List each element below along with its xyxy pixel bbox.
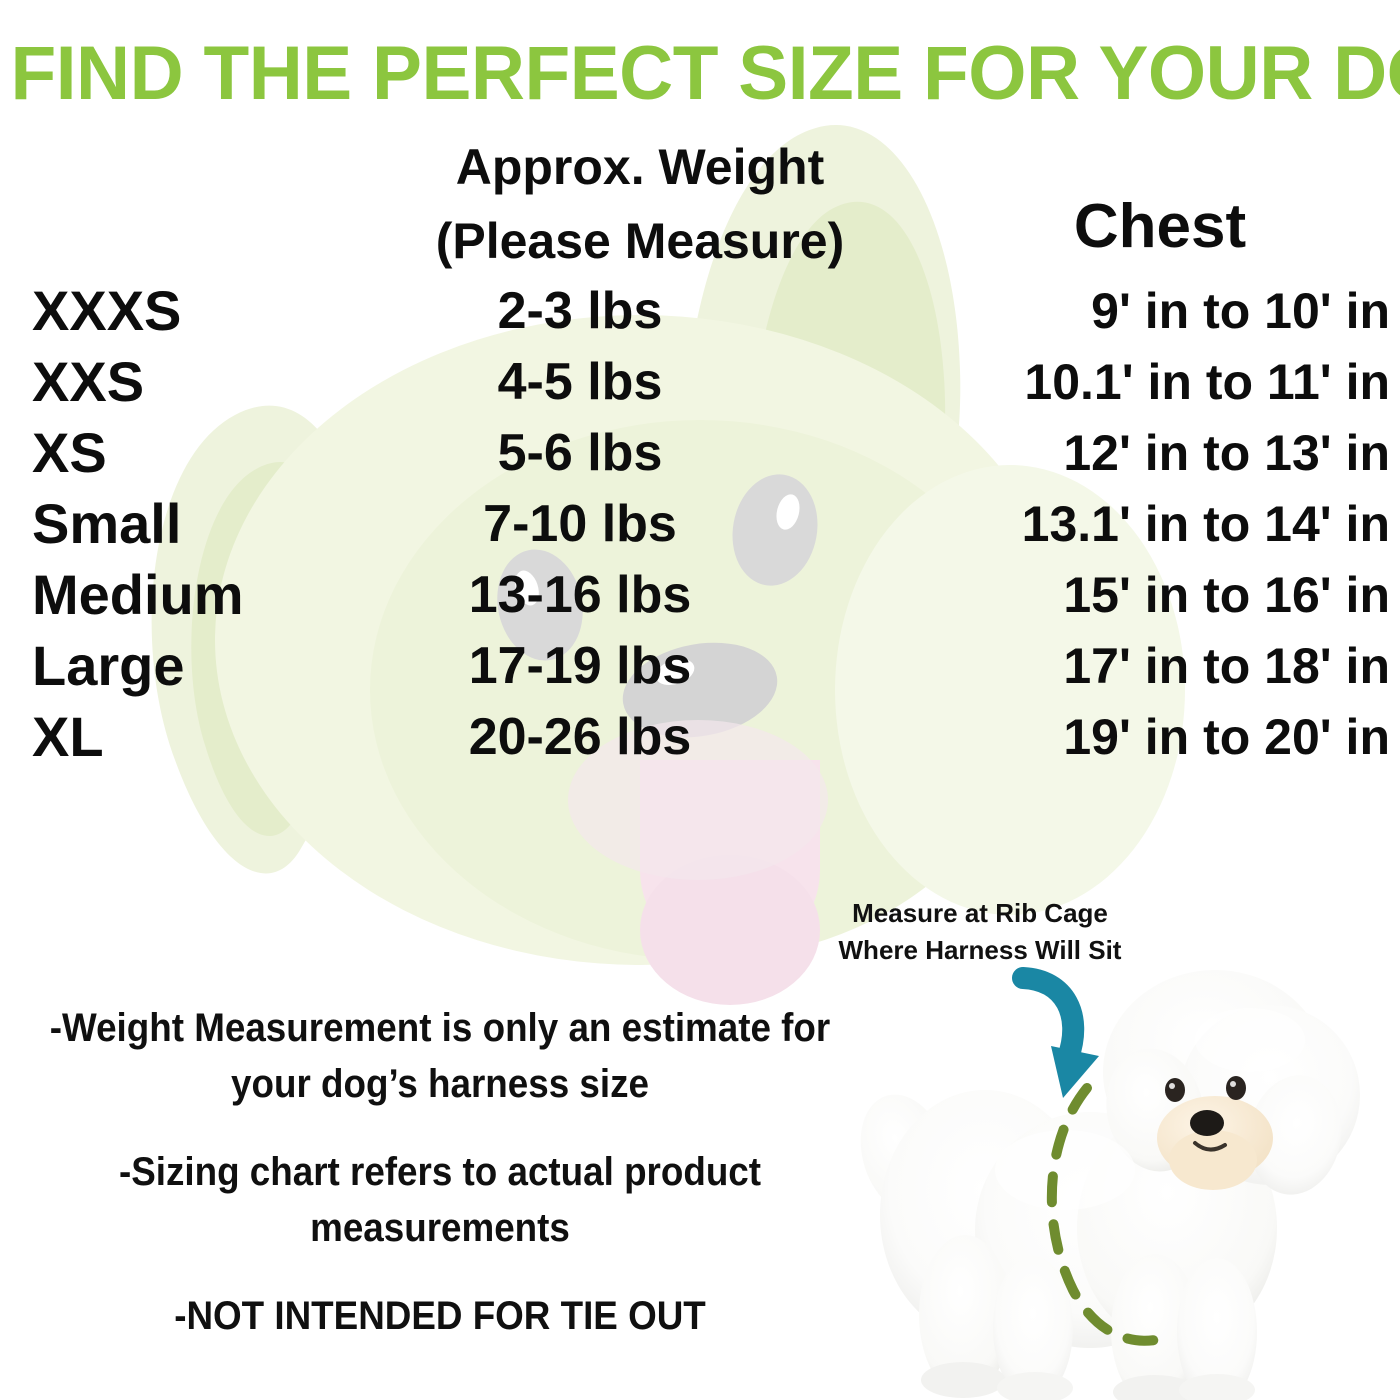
cell-size: XS [32,421,107,484]
measure-instruction-line1: Measure at Rib Cage [852,898,1108,928]
table-row: Medium 13-16 lbs 15' in to 16' in [0,560,1400,631]
dashed-chest-measure-loop [1046,1083,1160,1346]
note-tie-out: -NOT INTENDED FOR TIE OUT [174,1294,706,1338]
cell-size: Large [32,634,185,697]
column-header-weight-line2: (Please Measure) [435,213,845,269]
page-title: FIND THE PERFECT SIZE FOR YOUR DOG [10,31,1400,116]
cell-weight: 7-10 lbs [483,495,677,553]
note-sizing-chart: -Sizing chart refers to actual product m… [118,1150,762,1250]
cell-weight: 2-3 lbs [497,282,663,340]
cell-weight: 20-26 lbs [468,708,692,766]
dog-body [860,970,1360,1400]
cell-size: XXXS [32,279,182,342]
measure-instruction: Measure at Rib Cage Where Harness Will S… [760,895,1200,969]
cell-size: Medium [32,563,244,626]
cell-chest: 17' in to 18' in [1063,638,1390,694]
cell-chest: 12' in to 13' in [1063,425,1390,481]
column-header-chest: Chest [1073,192,1247,261]
cell-weight: 13-16 lbs [468,566,692,624]
size-chart-table: Approx. Weight (Please Measure) Chest XX… [0,130,1400,773]
dog-illustration [860,967,1360,1400]
table-header-row: Approx. Weight (Please Measure) Chest [0,130,1400,276]
disclaimer-notes: -Weight Measurement is only an estimate … [0,1000,880,1344]
table-row: XL 20-26 lbs 19' in to 20' in [0,702,1400,773]
table-row: XS 5-6 lbs 12' in to 13' in [0,418,1400,489]
cell-chest: 13.1' in to 14' in [1021,496,1390,552]
table-row: Small 7-10 lbs 13.1' in to 14' in [0,489,1400,560]
cell-weight: 4-5 lbs [497,353,663,411]
curved-arrow-icon [1012,967,1099,1098]
table-row: XXS 4-5 lbs 10.1' in to 11' in [0,347,1400,418]
table-row: XXXS 2-3 lbs 9' in to 10' in [0,276,1400,347]
table-row: Large 17-19 lbs 17' in to 18' in [0,631,1400,702]
cell-chest: 10.1' in to 11' in [1024,354,1390,410]
measure-instruction-line2: Where Harness Will Sit [838,935,1122,965]
cell-size: XL [32,705,104,768]
cell-size: XXS [32,350,145,413]
cell-weight: 5-6 lbs [497,424,663,482]
note-weight-estimate: -Weight Measurement is only an estimate … [49,1006,831,1106]
cell-chest: 9' in to 10' in [1091,283,1390,339]
column-header-weight-line1: Approx. Weight [455,139,825,195]
cell-chest: 15' in to 16' in [1063,567,1390,623]
cell-weight: 17-19 lbs [468,637,692,695]
cell-size: Small [32,492,182,555]
cell-chest: 19' in to 20' in [1063,709,1390,765]
column-header-weight: Approx. Weight (Please Measure) [330,130,950,278]
